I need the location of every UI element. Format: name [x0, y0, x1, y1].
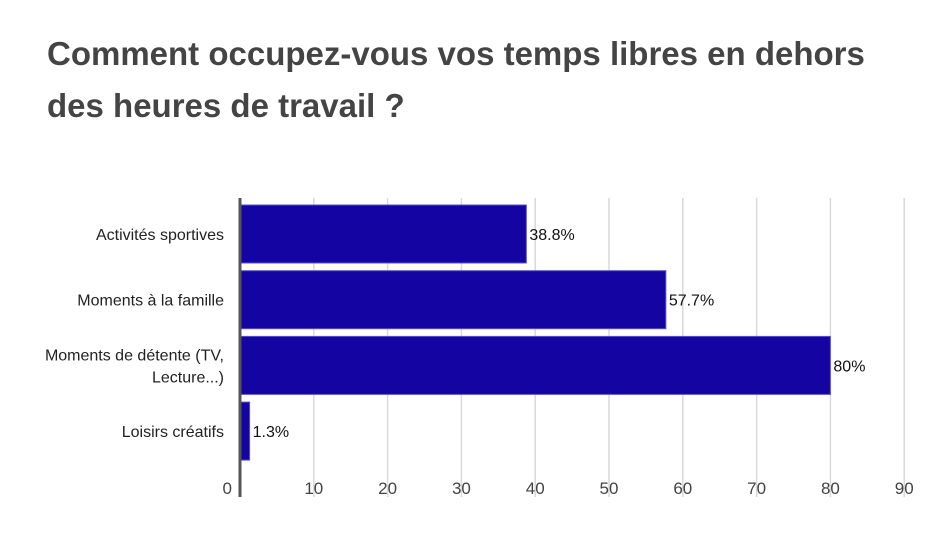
category-label: Activités sportives [96, 227, 224, 244]
data-label: 38.8% [529, 227, 574, 244]
x-tick-label: 60 [673, 479, 692, 498]
x-tick-label: 10 [304, 479, 323, 498]
x-tick-label: 90 [895, 479, 914, 498]
category-label: Loisirs créatifs [122, 424, 224, 441]
x-tick-label: 80 [821, 479, 840, 498]
bar [239, 270, 667, 330]
x-tick-label: 40 [526, 479, 545, 498]
bar [239, 335, 831, 395]
x-tick-label: 30 [452, 479, 471, 498]
x-tick-label: 50 [600, 479, 619, 498]
x-tick-label: 0 [223, 479, 232, 498]
data-label: 1.3% [253, 424, 289, 441]
data-label: 80% [833, 358, 865, 375]
bar [239, 204, 527, 264]
x-tick-label: 70 [747, 479, 766, 498]
category-label: Lecture...) [152, 369, 224, 386]
x-tick-label: 20 [378, 479, 397, 498]
chart-title: Comment occupez-vous vos temps libres en… [47, 35, 865, 124]
category-label: Moments à la famille [77, 293, 224, 310]
data-label: 57.7% [669, 293, 714, 310]
category-label: Moments de détente (TV, [45, 347, 224, 364]
